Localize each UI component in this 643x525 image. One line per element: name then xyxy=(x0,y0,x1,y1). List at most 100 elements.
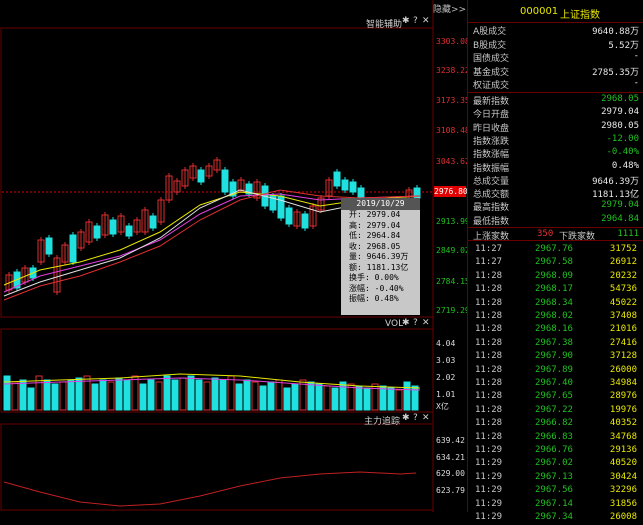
gear-icon[interactable]: ✱ xyxy=(402,413,410,423)
volume-bar xyxy=(275,379,283,411)
main-force-panel-frame xyxy=(0,423,434,511)
current-price-tag: 2976.80 xyxy=(434,186,468,197)
tick-price: 2966.83 xyxy=(535,431,573,442)
volume-bar xyxy=(139,383,147,411)
tooltip-row: 振幅: 0.48% xyxy=(349,294,399,303)
stat-value: -0.40% xyxy=(606,147,639,158)
stat-row: 最低指数 2964.84 xyxy=(473,214,641,227)
stat-value: 0.48% xyxy=(611,160,639,171)
stat-value: 1181.13亿 xyxy=(592,190,639,201)
stat-value: 2785.35万 xyxy=(592,67,639,78)
candle-body xyxy=(53,257,61,293)
stat-value: 2968.05 xyxy=(601,94,639,104)
tick-row: 11:28 2966.83 34768 xyxy=(473,430,641,445)
stat-row: B股成交 5.52万 xyxy=(473,38,641,51)
tooltip-row: 开: 2979.04 xyxy=(349,210,401,219)
gear-icon[interactable]: ✱ xyxy=(402,318,410,328)
kline-chart[interactable] xyxy=(0,0,467,512)
help-icon[interactable]: ? xyxy=(413,318,418,328)
candle-body xyxy=(45,237,53,255)
volume-bar xyxy=(323,385,331,411)
up-count-label: 上涨家数 xyxy=(473,232,510,242)
close-icon[interactable]: ✕ xyxy=(422,16,430,26)
tick-price: 2967.34 xyxy=(535,512,573,522)
stat-label: B股成交 xyxy=(473,40,507,51)
volume-bar xyxy=(91,383,99,411)
volume-bar xyxy=(75,377,83,411)
help-icon[interactable]: ? xyxy=(413,16,418,26)
close-icon[interactable]: ✕ xyxy=(422,413,430,423)
tick-time: 11:29 xyxy=(475,445,503,455)
candle-body xyxy=(341,179,349,191)
tick-row: 11:29 2967.13 30424 xyxy=(473,470,641,485)
kline-tooltip: 2019/10/29 开: 2979.04 高: 2979.04 低: 2964.8… xyxy=(341,198,420,315)
tick-volume: 37128 xyxy=(609,351,637,362)
main-y-tick: 2784.15 xyxy=(436,277,470,286)
tick-row: 11:28 2967.40 34984 xyxy=(473,376,641,391)
tick-row: 11:29 2967.14 31856 xyxy=(473,497,641,512)
candle-body xyxy=(37,239,45,263)
stat-label: 指数振幅 xyxy=(473,163,510,174)
volume-bar xyxy=(299,379,307,411)
tick-price: 2967.38 xyxy=(535,337,573,348)
tick-price: 2967.40 xyxy=(535,378,573,388)
stat-value: 9646.39万 xyxy=(592,176,639,187)
tooltip-row: 低: 2964.84 xyxy=(349,231,401,240)
candle-body xyxy=(293,211,301,227)
volume-bar xyxy=(163,375,171,411)
down-count-value: 1111 xyxy=(617,229,639,239)
tick-volume: 45022 xyxy=(609,297,637,308)
help-icon[interactable]: ? xyxy=(413,413,418,423)
candle-body xyxy=(245,183,253,195)
tick-time: 11:28 xyxy=(475,378,503,388)
down-count-label: 下跌家数 xyxy=(559,232,596,242)
volume-bar xyxy=(211,377,219,411)
tick-volume: 29136 xyxy=(609,445,637,455)
volume-bar xyxy=(187,375,195,411)
tick-row: 11:28 2966.82 40352 xyxy=(473,416,641,431)
candle-body xyxy=(109,219,117,235)
stat-row: 指数涨幅 -0.40% xyxy=(473,147,641,160)
tick-time: 11:28 xyxy=(475,337,503,348)
stat-row: 昨日收盘 2980.05 xyxy=(473,121,641,134)
vol-y-tick: 2.02 xyxy=(436,373,456,382)
volume-bar xyxy=(395,389,403,411)
ma-line xyxy=(3,189,421,297)
tick-time: 11:27 xyxy=(475,244,503,254)
tick-volume: 30424 xyxy=(609,471,637,482)
tick-row: 11:28 2967.38 27416 xyxy=(473,336,641,351)
tooltip-row: 额: 1181.13亿 xyxy=(349,262,409,272)
tick-volume: 31752 xyxy=(609,244,637,254)
tick-price: 2968.34 xyxy=(535,297,573,308)
ma-line xyxy=(3,189,421,301)
candle-body xyxy=(117,215,125,233)
tick-time: 11:29 xyxy=(475,485,503,496)
tick-time: 11:28 xyxy=(475,270,503,281)
stat-value: - xyxy=(633,78,639,88)
tick-time: 11:28 xyxy=(475,364,503,375)
volume-bar xyxy=(403,381,411,411)
stat-label: 国债成交 xyxy=(473,54,510,64)
tick-volume: 19976 xyxy=(609,404,637,415)
main-force-y-tick: 639.42 xyxy=(436,436,465,445)
volume-bar xyxy=(371,383,379,411)
candle-body xyxy=(165,175,173,201)
gear-icon[interactable]: ✱ xyxy=(402,16,410,26)
tick-time: 11:27 xyxy=(475,257,503,268)
tick-price: 2967.22 xyxy=(535,404,573,415)
volume-bar xyxy=(11,381,19,411)
tick-volume: 26008 xyxy=(609,512,637,522)
close-icon[interactable]: ✕ xyxy=(422,318,430,328)
tick-price: 2968.16 xyxy=(535,324,573,335)
volume-bar xyxy=(339,381,347,411)
candle-body xyxy=(229,181,237,197)
tick-price: 2968.09 xyxy=(535,270,573,281)
stat-label: 权证成交 xyxy=(473,81,510,91)
hide-panel-button[interactable]: 隐藏>> xyxy=(433,5,467,15)
vol-ma-line xyxy=(3,373,421,389)
stat-label: 基金成交 xyxy=(473,67,510,78)
tick-volume: 27416 xyxy=(609,337,637,348)
stat-label: A股成交 xyxy=(473,27,507,37)
stat-row: 总成交额 1181.13亿 xyxy=(473,187,641,201)
tick-volume: 32296 xyxy=(609,485,637,496)
